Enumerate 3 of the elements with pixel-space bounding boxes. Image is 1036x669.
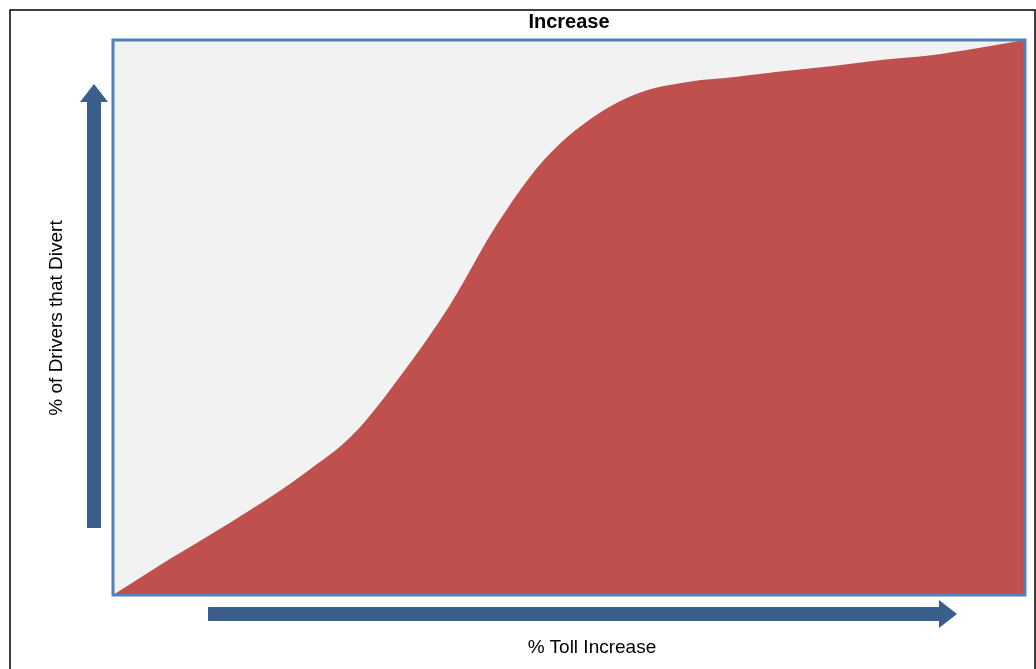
chart-title: Increase xyxy=(528,9,610,32)
x-axis-title: % Toll Increase xyxy=(527,636,657,658)
y-axis-title: % of Drivers that Divert xyxy=(45,219,67,416)
